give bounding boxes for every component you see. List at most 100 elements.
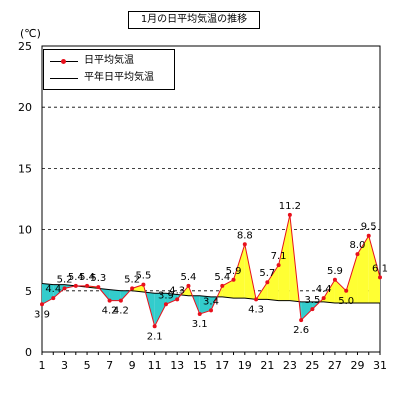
- data-point: [242, 242, 247, 247]
- y-tick-label: 15: [18, 162, 32, 175]
- x-tick-label: 3: [61, 359, 68, 372]
- difference-fill: [154, 293, 166, 327]
- x-tick-label: 27: [328, 359, 342, 372]
- legend-label-daily: 日平均気温: [84, 55, 134, 66]
- data-point: [130, 286, 135, 291]
- data-point: [40, 302, 44, 307]
- data-label: 3.1: [192, 319, 208, 330]
- data-label: 5.0: [338, 296, 354, 307]
- difference-fill: [165, 293, 178, 305]
- data-label: 5.2: [57, 274, 73, 285]
- legend-marker-daily: [61, 59, 66, 64]
- difference-fill: [278, 214, 290, 301]
- difference-fill: [368, 235, 380, 304]
- x-tick-label: 5: [84, 359, 91, 372]
- y-tick-label: 0: [25, 346, 32, 359]
- data-point: [332, 277, 337, 282]
- difference-fill: [199, 295, 211, 315]
- data-point: [118, 298, 123, 303]
- x-tick-label: 23: [283, 359, 297, 372]
- data-label: 5.2: [124, 274, 140, 285]
- data-label: 2.6: [293, 325, 309, 336]
- difference-fill: [132, 284, 144, 293]
- data-label: 4.2: [113, 306, 129, 317]
- data-point: [175, 297, 180, 302]
- difference-fill: [357, 235, 369, 304]
- data-point: [378, 275, 382, 280]
- difference-fill: [222, 279, 234, 299]
- x-tick-label: 17: [215, 359, 229, 372]
- data-label: 3.5: [304, 295, 320, 306]
- data-label: 4.4: [45, 284, 61, 295]
- data-label: 5.4: [68, 272, 84, 283]
- data-label: 11.2: [279, 201, 301, 212]
- data-label: 5.4: [79, 272, 95, 283]
- x-tick-label: 11: [148, 359, 162, 372]
- x-tick-label: 13: [170, 359, 184, 372]
- data-point: [299, 318, 304, 323]
- data-label: 5.4: [214, 272, 230, 283]
- data-label: 3.9: [34, 309, 50, 320]
- difference-fill: [53, 284, 65, 299]
- data-label: 3.9: [158, 290, 174, 301]
- data-point: [310, 307, 315, 312]
- data-point: [62, 286, 67, 291]
- data-point: [209, 308, 213, 313]
- y-tick-label: 25: [18, 40, 32, 53]
- data-point: [276, 263, 281, 268]
- data-point: [355, 252, 360, 257]
- data-label: 8.8: [237, 230, 253, 241]
- data-point: [366, 233, 371, 238]
- data-point: [265, 280, 270, 285]
- data-point: [231, 277, 236, 282]
- chart-title: 1月の日平均気温の推移: [128, 11, 260, 29]
- x-tick-label: 7: [106, 359, 113, 372]
- data-point: [254, 297, 259, 302]
- data-point: [220, 283, 225, 288]
- legend-item-daily: 日平均気温: [44, 54, 174, 70]
- difference-fill: [109, 289, 121, 301]
- y-tick-label: 20: [18, 101, 32, 114]
- data-point: [51, 296, 56, 301]
- difference-fill: [301, 301, 313, 321]
- data-point: [197, 312, 202, 317]
- data-point: [186, 283, 191, 288]
- data-label: 5.7: [259, 268, 275, 279]
- data-point: [321, 296, 326, 301]
- data-point: [287, 212, 292, 217]
- data-label: 4.2: [102, 306, 118, 317]
- x-tick-label: 15: [193, 359, 207, 372]
- data-label: 8.0: [350, 240, 366, 251]
- legend: 日平均気温 平年日平均気温: [43, 49, 175, 90]
- y-unit-label: (℃): [20, 27, 41, 40]
- x-tick-label: 21: [260, 359, 274, 372]
- y-tick-label: 5: [25, 285, 32, 298]
- difference-fill: [233, 244, 245, 299]
- data-point: [85, 283, 90, 288]
- data-point: [152, 324, 157, 329]
- data-label: 5.9: [226, 266, 242, 277]
- data-point: [107, 298, 112, 303]
- data-label: 9.5: [361, 222, 377, 233]
- data-label: 4.3: [248, 304, 264, 315]
- x-tick-label: 9: [129, 359, 136, 372]
- data-label: 4.4: [316, 284, 332, 295]
- difference-fill: [267, 265, 279, 301]
- difference-fill: [323, 279, 335, 304]
- data-label: 5.3: [90, 273, 106, 284]
- difference-fill: [334, 279, 347, 304]
- data-label: 7.1: [271, 251, 287, 262]
- x-tick-label: 1: [39, 359, 46, 372]
- legend-line-normal: [50, 78, 78, 79]
- data-label: 3.4: [203, 296, 219, 307]
- data-label: 5.9: [327, 266, 343, 277]
- y-tick-label: 10: [18, 224, 32, 237]
- legend-item-normal: 平年日平均気温: [44, 71, 174, 87]
- data-label: 5.5: [135, 271, 151, 282]
- difference-fill: [346, 254, 358, 304]
- data-label: 4.3: [169, 285, 185, 296]
- data-point: [163, 302, 168, 307]
- data-label: 5.4: [181, 272, 197, 283]
